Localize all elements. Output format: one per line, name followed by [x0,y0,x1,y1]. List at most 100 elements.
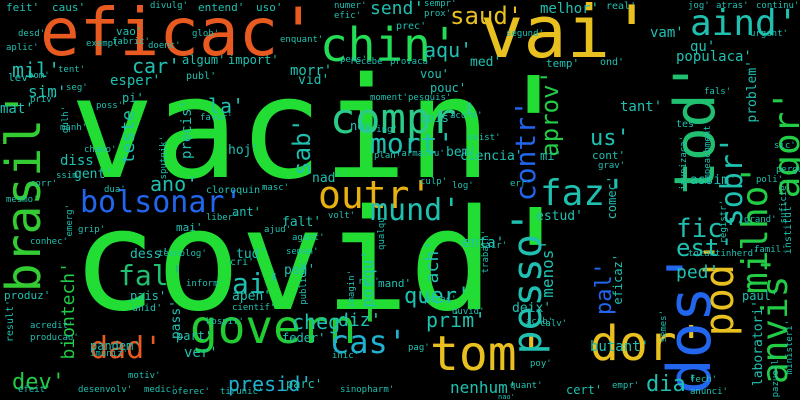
word-hospit: hospit' [206,317,244,327]
word-bem: bem' [446,145,478,160]
word-mesmo: mesmo' [6,195,39,205]
word-sempr: sempr' [424,0,457,9]
word-pens: pens' [340,55,368,65]
word-tirunic: tirunic' [220,387,264,397]
word-favor: favor' [200,113,233,123]
word-moment: moment' [370,93,408,103]
word-vou: vou' [420,67,449,81]
word-aplic: aplic' [6,43,39,53]
word-numer: numer' [334,1,367,11]
word-mi: mi' [540,149,562,163]
word-chin: chin' [320,18,459,72]
word-desd: desd' [18,29,46,39]
word-grand: grand' [744,215,777,225]
word-deix: deix' [512,301,552,316]
word-temp: temp' [546,57,580,70]
word-sim: sim' [28,82,67,101]
word-eficac: eficac' [40,0,319,71]
word-feder: feder' [282,331,326,345]
word-ped: ped' [676,262,720,283]
word-brasil: brasil' [0,90,52,293]
word-cientif: cientif' [232,303,276,313]
word-feit: feit' [6,1,40,14]
word-err: err' [510,179,532,189]
word-la: la' [208,94,245,118]
word-prec: prec' [396,21,427,32]
word-diz: diz' [338,310,382,331]
word-butant: butant' [590,339,650,355]
word-mil: mil' [12,58,61,82]
word-registr: registr' [719,200,729,244]
word-inic: inic' [332,351,360,361]
word-tom: tom' [430,326,546,382]
word-car: car' [132,54,181,78]
word-enta: enta' [462,235,505,251]
word-motiv: motiv' [128,371,161,381]
word-tent: tent' [58,65,86,75]
word-dev: dev' [12,370,65,395]
word-sputnik: sputnik' [159,136,169,180]
word-sair: sair' [480,241,508,251]
word-publ: publ' [186,71,217,82]
word-desenvolv: desenvolv' [78,385,133,395]
word-dua: dua' [104,185,126,195]
word-ai: ai' [232,267,283,300]
word-ministeri: ministeri' [785,320,795,375]
word-poli: poli' [756,175,784,185]
word-falt: falt' [282,215,322,230]
word-tecnolog: tecnolog' [158,249,207,259]
word-pi: pi' [122,91,144,105]
word-paul: paul' [742,289,779,303]
word-est: est' [676,234,734,262]
word-unid: unid' [132,303,163,314]
word-vacin: vacin' [70,48,576,211]
word-hoj: hoj' [228,143,260,158]
word-pouc: pouc' [430,81,467,95]
word-dess: dess' [130,247,170,262]
word-part: part' [176,329,213,343]
word-cri: cri' [230,257,255,268]
word-ssim: ssim' [56,171,84,181]
word-melhor: melhor' [540,1,600,17]
word-poss: poss' [96,101,124,111]
word-presid: presid' [228,372,313,396]
word-ano: ano' [150,172,199,196]
word-atras: atras' [716,1,749,11]
word-suficie: suficie' [779,180,789,224]
word-liber: liber' [206,213,239,223]
word-cheg: cheg' [292,310,353,334]
word-ver: ver' [184,345,218,361]
word-seg: seg' [66,83,88,93]
word-dor: dor' [590,316,706,372]
word-fech: fech' [690,375,718,385]
word-mai: mai' [176,221,203,234]
word-mund: mund' [370,193,461,228]
word-pergunt: pergunt' [776,165,800,175]
word-calv: calv' [540,319,568,329]
word-empr: empr' [612,381,640,391]
word-cont: cont' [592,149,626,162]
word-qualqu: qualqu' [377,212,387,250]
word-mat: mat' [0,101,34,117]
word-vam: vam' [650,25,684,41]
word-cloroquin: cloroquin' [206,185,267,196]
word-fabric: fabric' [112,37,150,47]
word-vid: vid' [298,73,330,88]
word-farmaceu: farmaceu' [396,149,445,159]
word-publicac: publicac' [299,256,309,305]
word-bolsonar: bolsonar' [80,185,243,220]
word-anunci: anunci' [690,387,728,397]
word-inform: inform' [186,279,224,289]
word-covid: covid' [72,180,578,343]
word-nad: nad' [312,171,344,186]
word-faz: faz' [540,173,627,214]
word-result: result' [5,300,16,343]
word-tes: tes' [676,119,701,130]
word-pandem: pandem' [90,339,141,353]
word-pag: pag' [408,343,430,353]
word-acord: acord' [450,111,483,121]
word-fic: fic' [676,214,739,244]
word-manh: manh' [60,123,88,133]
word-duvid: duvid' [452,307,485,317]
